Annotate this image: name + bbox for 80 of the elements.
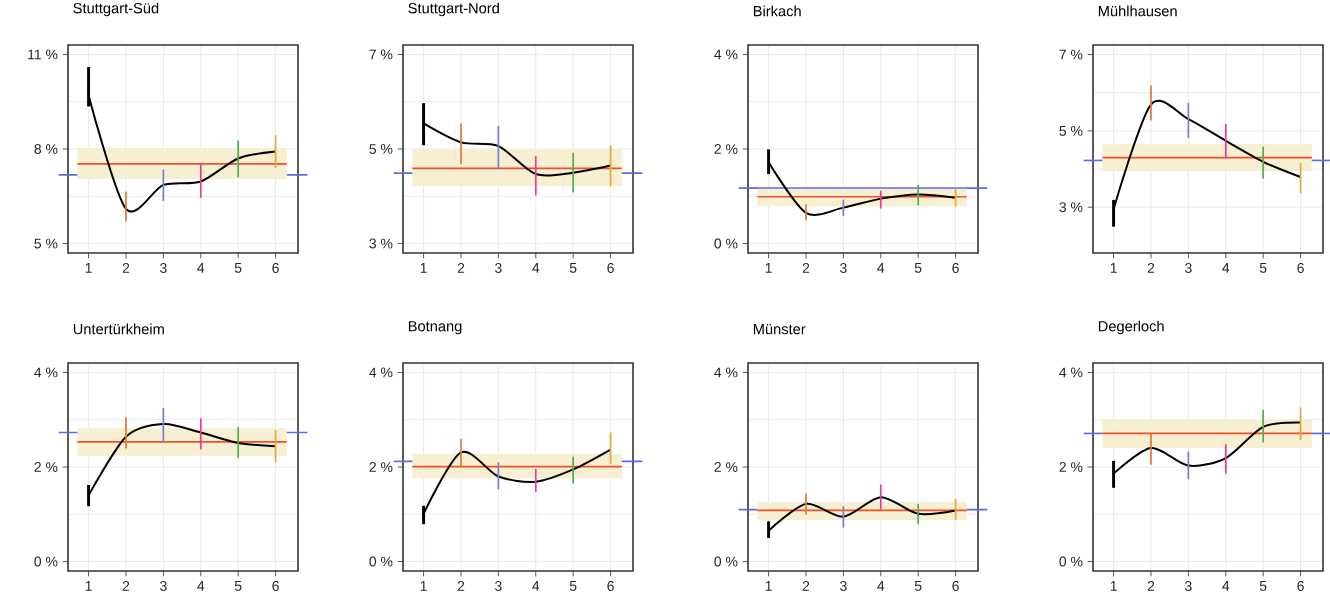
y-tick-label: 7 % bbox=[369, 49, 393, 60]
x-tick-label: 2 bbox=[802, 581, 810, 591]
y-tick-label: 2 % bbox=[34, 462, 58, 472]
x-tick-label: 1 bbox=[1110, 581, 1117, 591]
x-tick-label: 1 bbox=[1110, 263, 1117, 273]
y-tick-label: 11 % bbox=[28, 49, 58, 60]
x-tick-label: 6 bbox=[607, 581, 614, 591]
y-tick-label: 4 % bbox=[714, 49, 738, 60]
y-tick-label: 4 % bbox=[34, 367, 58, 378]
x-tick-label: 4 bbox=[532, 263, 540, 273]
y-tick-label: 2 % bbox=[714, 462, 738, 472]
x-tick-label: 3 bbox=[840, 581, 847, 591]
x-tick-label: 6 bbox=[272, 581, 279, 591]
y-tick-label: 2 % bbox=[1059, 462, 1083, 472]
x-tick-label: 6 bbox=[952, 263, 959, 273]
y-tick-label: 0 % bbox=[1059, 556, 1083, 567]
y-tick-label: 0 % bbox=[369, 556, 393, 567]
y-tick-label: 4 % bbox=[369, 367, 393, 378]
chart-title: Stuttgart-Süd bbox=[73, 2, 159, 17]
x-tick-label: 2 bbox=[1147, 581, 1155, 591]
x-tick-label: 4 bbox=[877, 263, 885, 273]
x-tick-label: 4 bbox=[197, 581, 205, 591]
chart-title: Mühlhausen bbox=[1098, 5, 1177, 17]
x-tick-label: 1 bbox=[420, 263, 427, 273]
y-tick-label: 2 % bbox=[369, 462, 393, 472]
x-tick-label: 4 bbox=[877, 581, 885, 591]
x-tick-label: 5 bbox=[914, 581, 922, 591]
y-tick-label: 4 % bbox=[714, 367, 738, 378]
x-tick-label: 3 bbox=[1185, 263, 1192, 273]
y-tick-label: 4 % bbox=[1059, 367, 1083, 378]
x-tick-label: 2 bbox=[457, 581, 465, 591]
x-tick-label: 6 bbox=[952, 581, 959, 591]
chart-title: Birkach bbox=[753, 5, 801, 17]
chart-title: Degerloch bbox=[1098, 320, 1164, 335]
y-tick-label: 2 % bbox=[714, 144, 738, 154]
y-tick-label: 5 % bbox=[1059, 125, 1083, 136]
x-tick-label: 4 bbox=[197, 263, 205, 273]
x-tick-label: 5 bbox=[234, 263, 242, 273]
y-tick-label: 0 % bbox=[34, 556, 58, 567]
y-tick-label: 3 % bbox=[1059, 202, 1083, 213]
x-tick-label: 3 bbox=[1185, 581, 1192, 591]
x-tick-label: 6 bbox=[1297, 263, 1304, 273]
y-tick-label: 5 % bbox=[34, 238, 58, 249]
x-tick-label: 3 bbox=[495, 581, 502, 591]
x-tick-label: 5 bbox=[569, 263, 577, 273]
x-tick-label: 3 bbox=[495, 263, 502, 273]
x-tick-label: 1 bbox=[85, 263, 92, 273]
x-tick-label: 2 bbox=[457, 263, 465, 273]
x-tick-label: 4 bbox=[532, 581, 540, 591]
x-tick-label: 5 bbox=[1259, 581, 1267, 591]
y-tick-label: 0 % bbox=[714, 238, 738, 249]
x-tick-label: 6 bbox=[607, 263, 614, 273]
chart-title: Stuttgart-Nord bbox=[408, 2, 499, 17]
chart-title: Botnang bbox=[408, 321, 462, 335]
x-tick-label: 2 bbox=[1147, 263, 1155, 273]
chart-title: Untertürkheim bbox=[73, 323, 164, 335]
x-tick-label: 1 bbox=[85, 581, 92, 591]
x-tick-label: 5 bbox=[1259, 263, 1267, 273]
y-tick-label: 3 % bbox=[369, 238, 393, 249]
y-tick-label: 5 % bbox=[369, 144, 393, 154]
x-tick-label: 1 bbox=[765, 581, 772, 591]
x-tick-label: 5 bbox=[914, 263, 922, 273]
x-tick-label: 4 bbox=[1222, 263, 1230, 273]
x-tick-label: 2 bbox=[122, 581, 130, 591]
y-tick-label: 0 % bbox=[714, 556, 738, 567]
y-tick-label: 8 % bbox=[34, 144, 58, 154]
x-tick-label: 1 bbox=[420, 581, 427, 591]
y-tick-label: 7 % bbox=[1059, 49, 1083, 60]
x-tick-label: 2 bbox=[122, 263, 130, 273]
x-tick-label: 6 bbox=[272, 263, 279, 273]
chart-title: Münster bbox=[753, 324, 806, 335]
x-tick-label: 3 bbox=[160, 581, 167, 591]
x-tick-label: 5 bbox=[234, 581, 242, 591]
x-tick-label: 2 bbox=[802, 263, 810, 273]
x-tick-label: 1 bbox=[765, 263, 772, 273]
x-tick-label: 4 bbox=[1222, 581, 1230, 591]
x-tick-label: 3 bbox=[160, 263, 167, 273]
x-tick-label: 5 bbox=[569, 581, 577, 591]
x-tick-label: 3 bbox=[840, 263, 847, 273]
x-tick-label: 6 bbox=[1297, 581, 1304, 591]
